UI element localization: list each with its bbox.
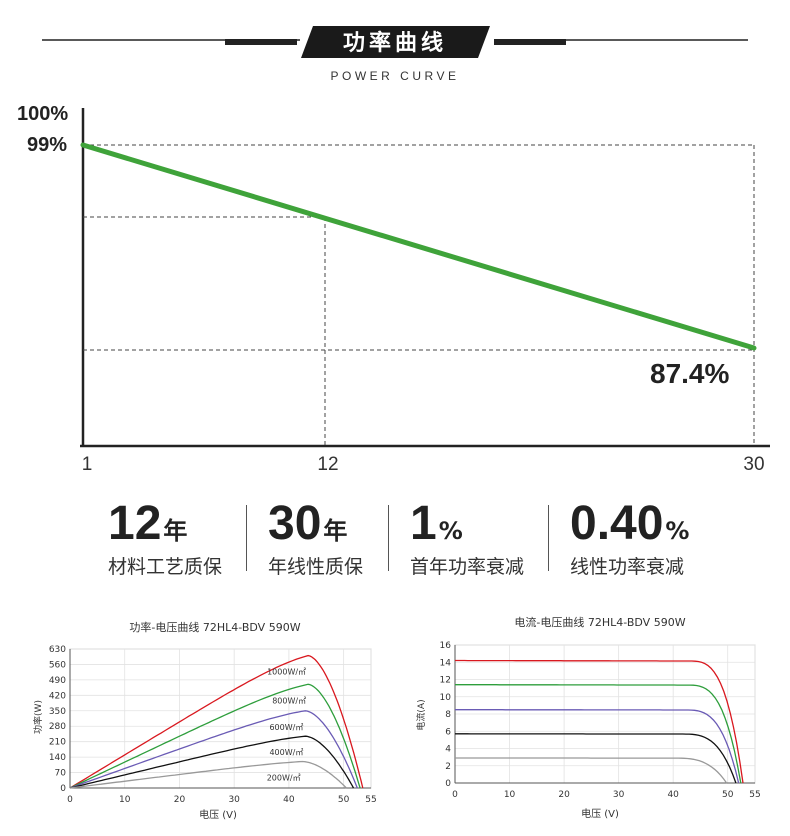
stat-material-warranty: 12年 材料工艺质保	[108, 497, 223, 579]
stat-first-year-degradation: 1% 首年功率衰减	[410, 497, 525, 579]
pv-x-tick-label: 10	[119, 795, 131, 805]
warranty-y-label-100: 100%	[17, 103, 68, 125]
iv-x-tick-label: 40	[667, 790, 679, 800]
stat-unit: 年	[163, 517, 188, 545]
iv-y-tick-label: 12	[440, 676, 451, 686]
iv-series-line	[455, 709, 740, 784]
stat-linear-warranty: 30年 年线性质保	[268, 497, 364, 579]
stat-value: 0.40	[570, 497, 664, 550]
pv-y-tick-label: 280	[49, 722, 66, 732]
pv-chart-title: 功率-电压曲线 72HL4-BDV 590W	[129, 620, 300, 634]
pv-series-line	[69, 735, 355, 789]
iv-series-line	[455, 659, 744, 784]
iv-x-tick-label: 50	[722, 790, 734, 800]
pv-y-tick-label: 560	[49, 660, 66, 670]
stat-unit: 年	[323, 517, 348, 545]
iv-chart-ylabel: 电流(A)	[415, 699, 427, 730]
pv-y-tick-label: 350	[49, 707, 66, 717]
stat-linear-degradation: 0.40% 线性功率衰减	[570, 497, 690, 579]
iv-series-line	[455, 733, 737, 784]
iv-y-tick-label: 10	[440, 693, 452, 703]
stat-divider	[548, 505, 549, 571]
warranty-x-tick-30: 30	[743, 454, 764, 475]
iv-chart-xlabel: 电压 (V)	[581, 807, 619, 820]
pv-series-label: 1000W/㎡	[267, 668, 306, 677]
pv-x-tick-label: 20	[174, 795, 186, 805]
warranty-line	[80, 142, 757, 351]
stat-unit: %	[438, 517, 463, 545]
iv-y-tick-label: 4	[445, 745, 451, 755]
pv-chart-xlabel: 电压 (V)	[199, 808, 237, 821]
pv-series-label: 600W/㎡	[269, 723, 303, 732]
iv-y-tick-label: 14	[440, 658, 452, 668]
stat-divider	[388, 505, 389, 571]
stat-unit: %	[665, 517, 690, 545]
iv-series-line	[455, 684, 742, 784]
pv-y-tick-label: 210	[49, 738, 66, 748]
pv-y-tick-label: 70	[55, 769, 67, 779]
iv-chart-title: 电流-电压曲线 72HL4-BDV 590W	[514, 615, 685, 629]
pv-series-label: 400W/㎡	[269, 748, 303, 757]
warranty-y-label-99: 99%	[27, 134, 67, 156]
iv-series-line	[455, 757, 728, 784]
pv-y-tick-label: 0	[60, 784, 66, 794]
stat-value: 12	[108, 497, 162, 550]
pv-x-tick-label: 0	[67, 795, 73, 805]
iv-chart: 电流-电压曲线 72HL4-BDV 590W 电流(A) 电压 (V) 0 10 2…	[415, 615, 761, 820]
stat-caption: 首年功率衰减	[410, 556, 525, 578]
warranty-x-tick-12: 12	[317, 454, 338, 475]
iv-y-tick-label: 0	[445, 779, 451, 789]
pv-series-line	[69, 654, 364, 789]
header-title-banner	[301, 26, 490, 58]
pv-series-label: 200W/㎡	[267, 774, 301, 783]
stat-caption: 材料工艺质保	[108, 556, 223, 578]
pv-y-tick-label: 140	[49, 753, 66, 763]
pv-x-tick-label: 55	[365, 795, 376, 805]
header-subtitle: POWER CURVE	[331, 69, 460, 83]
pv-y-tick-label: 630	[49, 645, 66, 655]
pv-series-line	[69, 710, 358, 789]
header: 功率曲线 POWER CURVE	[42, 26, 748, 83]
pv-x-tick-label: 50	[338, 795, 350, 805]
iv-x-tick-label: 30	[613, 790, 625, 800]
header-title: 功率曲线	[343, 30, 447, 56]
iv-x-tick-label: 10	[504, 790, 516, 800]
pv-series-line	[69, 683, 361, 789]
iv-y-tick-label: 8	[445, 710, 451, 720]
iv-y-tick-label: 6	[445, 727, 451, 737]
stat-divider	[246, 505, 247, 571]
iv-x-tick-label: 20	[558, 790, 570, 800]
pv-x-tick-label: 30	[228, 795, 240, 805]
pv-series-line	[69, 760, 347, 789]
stat-caption: 线性功率衰减	[570, 556, 685, 578]
warranty-chart: 100% 99% 87.4% 1 12 30	[17, 103, 770, 475]
pv-x-tick-label: 40	[283, 795, 295, 805]
iv-y-tick-label: 2	[445, 762, 451, 772]
warranty-x-tick-1: 1	[82, 454, 93, 475]
stat-caption: 年线性质保	[268, 556, 364, 578]
iv-y-tick-label: 16	[440, 641, 452, 651]
pv-series-label: 800W/㎡	[272, 696, 306, 705]
warranty-annotation: 87.4%	[650, 358, 729, 389]
pv-chart: 功率-电压曲线 72HL4-BDV 590W 功率(W) 电压 (V) 0 10 2…	[32, 620, 377, 821]
pv-y-tick-label: 490	[49, 676, 66, 686]
iv-x-tick-label: 55	[749, 790, 760, 800]
header-right-thick-bar	[494, 39, 566, 45]
pv-y-tick-label: 420	[49, 691, 66, 701]
iv-x-tick-label: 0	[452, 790, 458, 800]
stat-value: 30	[268, 497, 322, 550]
header-left-thick-bar	[225, 39, 297, 45]
pv-chart-ylabel: 功率(W)	[32, 700, 44, 734]
stat-value: 1	[410, 497, 437, 550]
